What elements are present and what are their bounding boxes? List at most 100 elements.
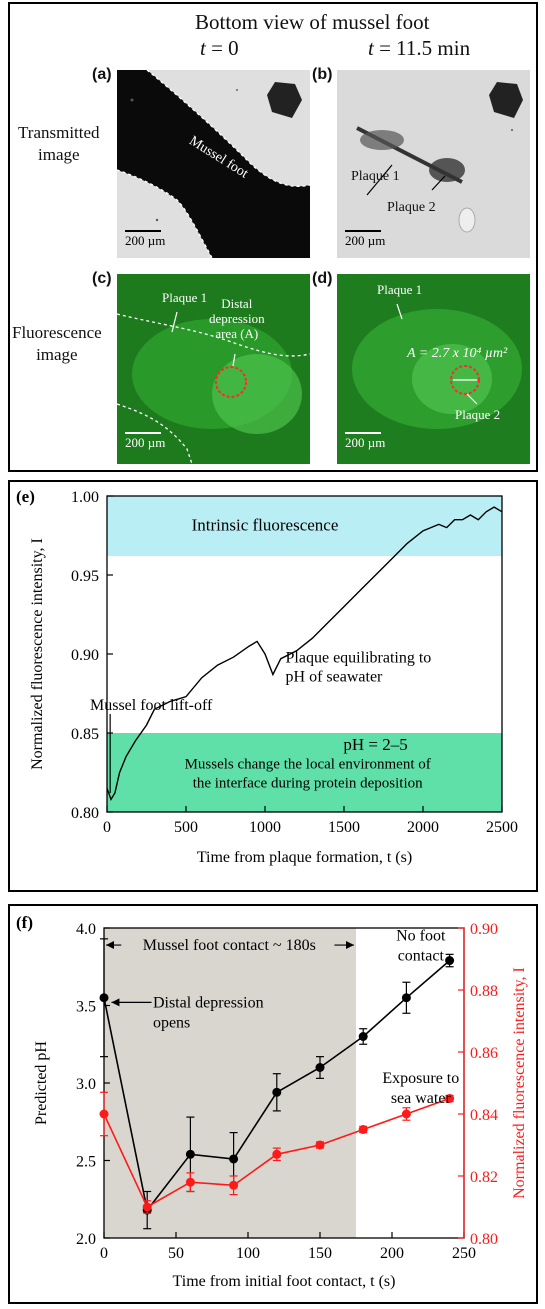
annotation-liftoff: Mussel foot lift-off bbox=[90, 697, 213, 714]
band-label-ph: pH = 2–5 bbox=[343, 735, 407, 754]
image-b-transmitted: Plaque 1 Plaque 2 200 µm bbox=[337, 70, 530, 258]
chart-f-svg: 0 50 100 150 200 250 2.0 2.5 3.0 3.5 4.0 0.80 0.82 0.… bbox=[16, 913, 528, 1290]
data-point-0 bbox=[229, 1154, 239, 1164]
plaque2-label-b: Plaque 2 bbox=[387, 200, 436, 215]
y-tick-label: 0.95 bbox=[71, 568, 99, 585]
annotation-contact: Mussel foot contact ~ 180s bbox=[143, 937, 316, 954]
y-axis-label-right: Normalized fluorescence intensity, I bbox=[511, 967, 528, 1199]
chart-e-svg: Intrinsic fluorescence pH = 2–5 Mussels ch… bbox=[16, 487, 518, 866]
microscopy-panel: Bottom view of mussel foot t = 0 t = 11.… bbox=[8, 2, 538, 472]
data-point-1 bbox=[358, 1125, 368, 1134]
row-label-fluorescence: Fluorescence image bbox=[12, 323, 102, 364]
label-d: (d) bbox=[312, 270, 333, 287]
y-tick-label-right: 0.80 bbox=[470, 1231, 498, 1248]
image-a-svg bbox=[117, 70, 310, 258]
contact-label-bg bbox=[121, 931, 335, 950]
contact-arrow-left-head bbox=[106, 941, 114, 950]
x-tick-label: 0 bbox=[100, 1245, 108, 1262]
data-point-0 bbox=[401, 993, 411, 1003]
y-tick-label: 0.85 bbox=[71, 726, 99, 743]
column-label-t1: t = 11.5 min bbox=[368, 36, 470, 61]
scalebar-d: 200 µm bbox=[345, 432, 385, 451]
x-tick-label: 2000 bbox=[407, 819, 439, 836]
x-tick-label: 50 bbox=[168, 1245, 184, 1262]
col-t1-val: = 11.5 min bbox=[379, 36, 471, 60]
series-line bbox=[106, 506, 503, 802]
annotation-distal: Distal depression opens bbox=[153, 994, 264, 1031]
annotation-equilibrating: Plaque equilibrating to pH of seawater bbox=[286, 650, 432, 686]
distal-label-c: Distal depression area (A) bbox=[209, 296, 265, 341]
y-tick-label-left: 2.0 bbox=[76, 1231, 96, 1248]
data-point-0 bbox=[445, 956, 455, 966]
x-axis-label: Time from initial foot contact, t (s) bbox=[173, 1273, 396, 1290]
x-tick-label: 200 bbox=[380, 1245, 404, 1262]
data-point-0 bbox=[315, 1063, 325, 1072]
image-c-fluorescence: Plaque 1 Distal depression area (A) 200 … bbox=[117, 274, 310, 464]
plaque1-label-c: Plaque 1 bbox=[162, 290, 208, 305]
band-1 bbox=[107, 733, 502, 812]
data-point-1 bbox=[142, 1202, 152, 1212]
image-d-svg bbox=[337, 274, 530, 464]
image-d-fluorescence: Plaque 1 A = 2.7 x 10⁴ µm² Plaque 2 200 … bbox=[337, 274, 530, 464]
scalebar-c-text: 200 µm bbox=[125, 435, 166, 450]
y-tick-label: 1.00 bbox=[71, 489, 99, 506]
band-label-intrinsic: Intrinsic fluorescence bbox=[192, 515, 339, 534]
shaded-contact-region bbox=[104, 928, 356, 1238]
label-c: (c) bbox=[92, 270, 112, 287]
x-tick-label: 2500 bbox=[486, 819, 518, 836]
data-point-1 bbox=[445, 1094, 455, 1103]
x-tick-label: 250 bbox=[452, 1245, 476, 1262]
scalebar-b-line bbox=[345, 230, 381, 232]
plaque2-label-d: Plaque 2 bbox=[455, 407, 501, 422]
distal-arrow-head bbox=[111, 998, 120, 1007]
data-point-1 bbox=[272, 1149, 282, 1159]
y-axis-label-left: Predicted pH bbox=[33, 1041, 50, 1125]
y-tick-label-right: 0.90 bbox=[470, 921, 498, 938]
y-tick-label-left: 2.5 bbox=[76, 1154, 96, 1171]
data-point-1 bbox=[185, 1177, 195, 1187]
label-a: (a) bbox=[92, 66, 112, 83]
y-tick-label: 0.90 bbox=[71, 647, 99, 664]
x-tick-label: 150 bbox=[308, 1245, 332, 1262]
column-label-t0: t = 0 bbox=[200, 36, 239, 61]
y-tick-label: 0.80 bbox=[71, 805, 99, 822]
scalebar-a: 200 µm bbox=[125, 230, 165, 249]
scalebar-a-line bbox=[125, 230, 161, 232]
panel-label-f: (f) bbox=[16, 913, 33, 932]
panel-label-e: (e) bbox=[16, 487, 35, 506]
x-tick-label: 500 bbox=[174, 819, 198, 836]
scalebar-d-line bbox=[345, 432, 381, 434]
data-point-1 bbox=[401, 1109, 411, 1119]
x-tick-label: 0 bbox=[103, 819, 111, 836]
data-point-1 bbox=[99, 1109, 109, 1119]
annotation-exposure: Exposure to sea water bbox=[382, 1070, 459, 1107]
x-tick-label: 100 bbox=[236, 1245, 260, 1262]
col-t0-var: t bbox=[200, 36, 206, 60]
label-b: (b) bbox=[312, 66, 333, 83]
scalebar-a-text: 200 µm bbox=[125, 233, 166, 248]
col-t0-val: = 0 bbox=[211, 36, 239, 60]
y-tick-label-left: 4.0 bbox=[76, 921, 96, 938]
scalebar-c-line bbox=[125, 432, 161, 434]
scalebar-b: 200 µm bbox=[345, 230, 385, 249]
plaque1-label-d: Plaque 1 bbox=[377, 282, 423, 297]
data-point-1 bbox=[229, 1180, 239, 1190]
y-tick-label-right: 0.84 bbox=[470, 1107, 498, 1124]
contact-arrow-right-head bbox=[346, 941, 354, 950]
plaque1-label-b: Plaque 1 bbox=[351, 169, 400, 184]
y-axis-label: Normalized fluorescence intensity, I bbox=[29, 538, 46, 770]
y-tick-label-left: 3.5 bbox=[76, 999, 96, 1016]
scalebar-d-text: 200 µm bbox=[345, 435, 386, 450]
data-point-0 bbox=[358, 1032, 368, 1041]
data-point-1 bbox=[315, 1140, 325, 1150]
image-a-transmitted: Mussel foot 200 µm bbox=[117, 70, 310, 258]
annotation-no-contact: No foot contact bbox=[396, 927, 446, 964]
data-point-0 bbox=[272, 1087, 282, 1097]
y-tick-label-right: 0.88 bbox=[470, 983, 498, 1000]
row-label-transmitted: Transmitted image bbox=[18, 123, 100, 164]
x-tick-label: 1500 bbox=[328, 819, 360, 836]
band-sublabel: Mussels change the local environment of t… bbox=[185, 757, 431, 792]
data-point-0 bbox=[185, 1149, 195, 1159]
x-tick-label: 1000 bbox=[249, 819, 281, 836]
y-tick-label-right: 0.82 bbox=[470, 1169, 498, 1186]
